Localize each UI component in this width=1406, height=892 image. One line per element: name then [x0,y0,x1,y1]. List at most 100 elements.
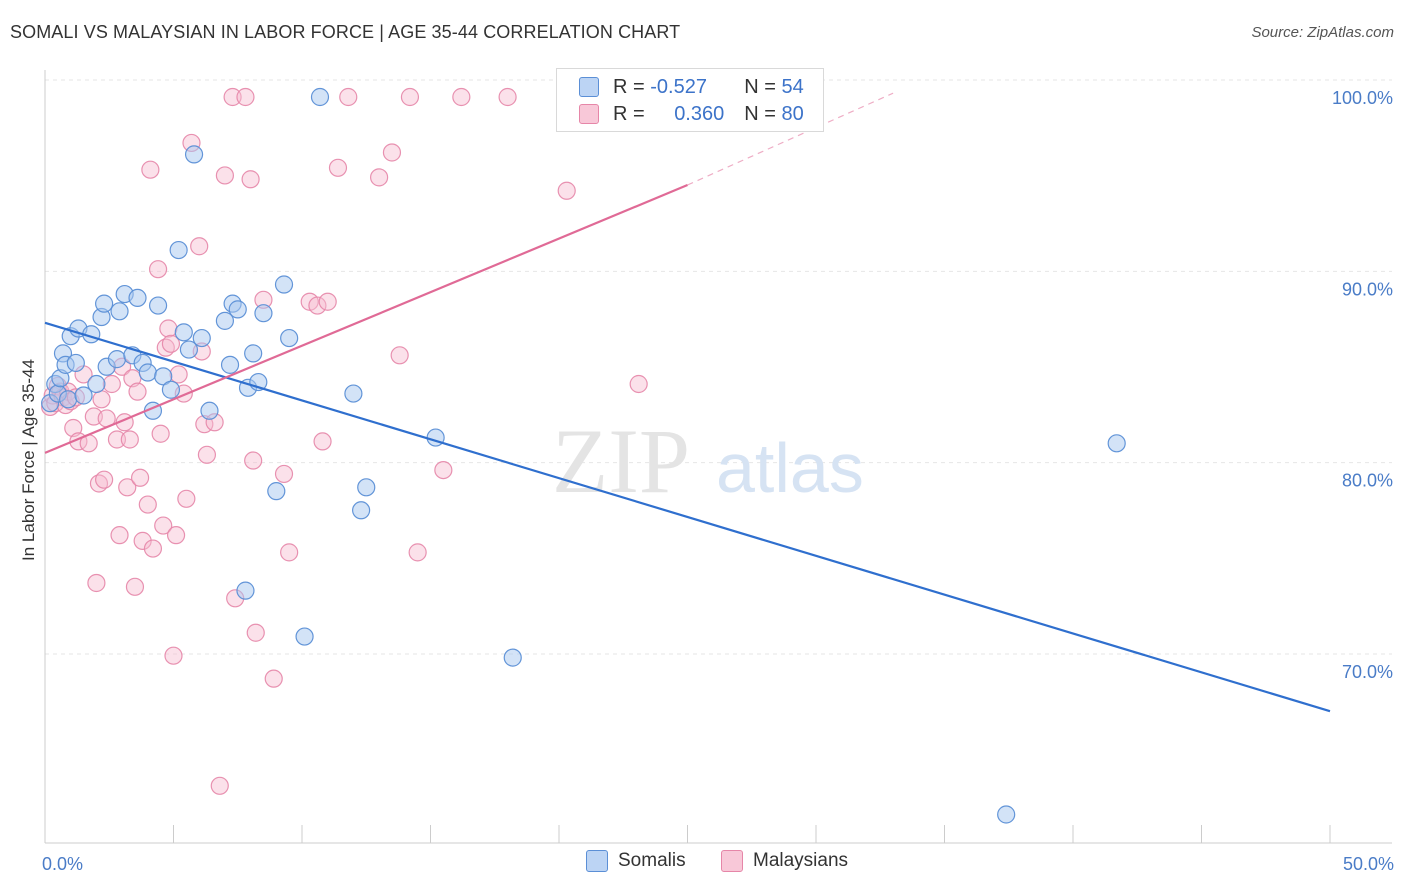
somalis-point [87,374,106,394]
trend-lines [44,92,1331,713]
x-tick-label: 0.0% [42,854,83,874]
legend-label-malaysians: Malaysians [753,850,849,871]
somalis-point [310,87,330,107]
somalis-point [200,401,219,420]
malaysians-point [246,623,265,642]
malaysians-point [120,430,139,449]
malaysians-point [148,260,168,279]
watermark: ZIP atlas [552,410,864,512]
malaysians-point [87,573,106,593]
correlation-legend: R = -0.527 N = 54 R = 0.360 N = 80 [556,68,824,132]
series-legend: Somalis Malaysians [0,850,1406,878]
malaysians-point [241,170,260,189]
legend-r-label: R = [613,75,645,98]
gridlines [45,79,1392,655]
malaysians-swatch-icon [721,850,743,872]
somalis-point [274,275,294,294]
somalis-point [154,367,173,386]
malaysians-point [110,526,129,545]
somalis-point [128,288,147,307]
legend-n-label: N = [744,102,776,125]
somalis-point [352,501,371,520]
somalis-point [220,355,240,374]
y-tick-label: 100.0% [1332,88,1393,108]
legend-label-somalis: Somalis [618,850,686,871]
somalis-point [503,648,522,667]
malaysians-point [130,468,150,487]
somalis-point [344,384,363,403]
somalis-point [107,350,127,369]
malaysians-point [370,168,389,187]
legend-r-value: 0.360 [674,102,725,125]
malaysians-point [141,160,160,179]
legend-item-malaysians[interactable]: Malaysians [721,850,848,872]
malaysians-point [154,516,173,535]
watermark-zip: ZIP [552,410,690,512]
malaysians-point [64,418,83,438]
somalis-points [41,87,1126,824]
somalis-point [174,323,193,342]
legend-n-value: 54 [781,75,804,98]
somalis-point [254,304,273,323]
malaysians-point [151,424,170,443]
malaysians-point [400,87,420,107]
somalis-point [1107,434,1126,453]
somalis-point [228,300,247,319]
malaysians-point [164,646,183,665]
malaysians-point [629,374,648,394]
malaysians-point [210,776,229,795]
malaysians-point [318,292,337,311]
watermark-atlas: atlas [716,429,864,507]
malaysians-point [197,445,217,464]
malaysians-point [236,87,255,107]
legend-r-value: -0.527 [650,75,707,98]
somalis-point [280,328,299,348]
malaysians-point [244,451,263,470]
somalis-swatch-icon [586,850,608,872]
malaysians-point [215,166,234,185]
malaysians-point [138,495,157,514]
legend-item-somalis[interactable]: Somalis [586,850,686,872]
malaysians-point [118,478,137,497]
malaysians-point [382,143,402,162]
somalis-point [59,390,78,409]
malaysians-point [308,296,327,315]
somalis-point [244,344,263,363]
malaysians-point [102,374,121,394]
somalis-point [184,145,204,164]
malaysians-point [107,430,127,449]
malaysians-trend-line [44,183,688,454]
y-tick-label: 70.0% [1342,662,1393,682]
y-tick-label: 80.0% [1342,471,1393,491]
somalis-point [179,340,199,359]
malaysians-point [166,526,186,545]
somalis-swatch-icon [579,77,599,97]
malaysians-point [133,531,152,550]
x-tick-label: 50.0% [1343,854,1394,874]
legend-r-label: R = [613,102,645,125]
source-label: Source: ZipAtlas.com [1251,24,1394,41]
legend-n-label: N = [744,75,776,98]
malaysians-point [557,181,576,200]
malaysians-swatch-icon [579,104,599,124]
legend-row-malaysians: R = 0.360 N = 80 [557,101,804,127]
axes [44,70,1392,844]
malaysians-point [274,464,294,484]
malaysians-point [169,365,188,384]
malaysians-point [280,543,299,562]
malaysians-point [264,669,283,688]
somalis-point [295,627,314,646]
somalis-point [997,805,1016,824]
somalis-point [161,380,181,399]
malaysians-point [313,432,332,451]
malaysians-trend-extension [687,92,894,186]
malaysians-point [95,470,114,489]
somalis-trend-line [44,321,1331,713]
legend-n-value: 80 [781,102,804,125]
somalis-point [215,311,234,330]
malaysians-point [408,543,427,562]
malaysians-point [125,577,145,596]
chart-title: SOMALI VS MALAYSIAN IN LABOR FORCE | AGE… [10,22,681,42]
malaysians-points [41,87,648,795]
